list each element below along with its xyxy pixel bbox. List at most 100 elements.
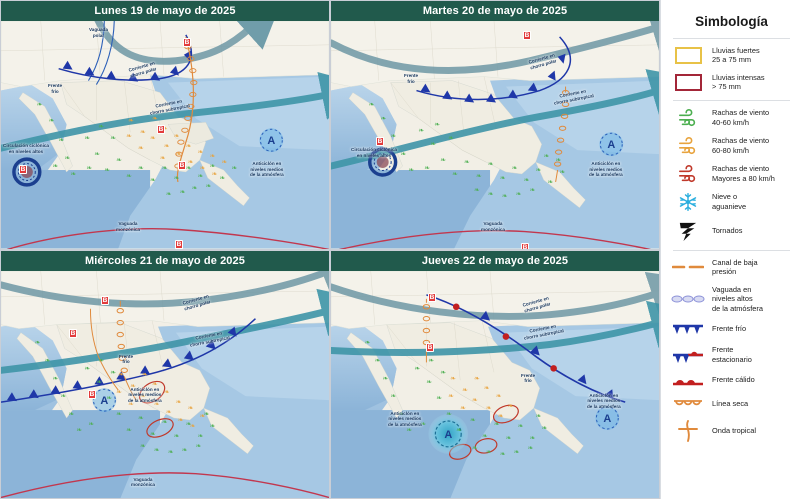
map-marker-low-b-monzon: B bbox=[175, 240, 183, 249]
svg-text:❧: ❧ bbox=[536, 412, 542, 420]
svg-text:❧: ❧ bbox=[65, 154, 71, 162]
map-marker-low-b-north: B bbox=[101, 295, 109, 305]
svg-text:❧: ❧ bbox=[138, 164, 144, 172]
svg-text:❧: ❧ bbox=[69, 410, 75, 418]
legend-label: Rachas de viento Mayores a 80 km/h bbox=[712, 164, 775, 183]
svg-text:❧: ❧ bbox=[512, 164, 518, 172]
legend-item-nieve-aguanieve: Nieve o aguanieve bbox=[671, 192, 792, 212]
legend-panel: Simbología Lluvias fuertes 25 a 75 mm Ll… bbox=[660, 0, 800, 499]
svg-text:❧: ❧ bbox=[486, 447, 492, 455]
svg-text:❧: ❧ bbox=[430, 140, 436, 148]
svg-text:❧: ❧ bbox=[518, 421, 524, 429]
svg-text:❧: ❧ bbox=[71, 170, 77, 178]
svg-text:❧: ❧ bbox=[180, 188, 186, 196]
legend-item-rachas-mayores-80: Rachas de viento Mayores a 80 km/h bbox=[671, 164, 792, 184]
svg-text:❧: ❧ bbox=[434, 120, 440, 128]
svg-text:❧: ❧ bbox=[37, 100, 43, 108]
legend-divider-systems bbox=[673, 249, 790, 251]
cold-front-icon bbox=[671, 323, 705, 335]
svg-text:❧: ❧ bbox=[500, 174, 506, 182]
legend-label: Lluvias fuertes 25 a 75 mm bbox=[712, 46, 760, 65]
svg-text:❧: ❧ bbox=[414, 364, 420, 372]
svg-text:❧: ❧ bbox=[222, 158, 228, 166]
svg-text:❧: ❧ bbox=[186, 419, 192, 427]
legend-item-frente-estacionario: Frente estacionario bbox=[671, 345, 792, 364]
svg-text:❧: ❧ bbox=[204, 410, 210, 418]
svg-text:❧: ❧ bbox=[154, 445, 160, 453]
svg-text:❧: ❧ bbox=[186, 164, 192, 172]
svg-text:❧: ❧ bbox=[365, 338, 371, 346]
svg-text:❧: ❧ bbox=[61, 392, 67, 400]
svg-text:❧: ❧ bbox=[196, 441, 202, 449]
svg-text:❧: ❧ bbox=[140, 441, 146, 449]
svg-text:❧: ❧ bbox=[126, 172, 132, 180]
map-canvas-miercoles: A ❧ ❧ ❧ ❧ ❧ ❧ ❧ ❧ ❧ ❧ ❧ ❧ ❧ ❧ ❧ ❧ ❧ ❧ ❧ ❧ ❧ ❧ ❧ ❧ ❧ ❧ ❧ bbox=[1, 270, 329, 498]
svg-text:❧: ❧ bbox=[174, 132, 180, 140]
svg-text:❧: ❧ bbox=[426, 378, 432, 386]
legend-label: Frente frío bbox=[712, 324, 747, 334]
svg-text:❧: ❧ bbox=[401, 150, 407, 158]
wind-icon-red bbox=[671, 164, 705, 184]
svg-text:❧: ❧ bbox=[409, 166, 415, 174]
svg-text:❧: ❧ bbox=[106, 394, 112, 402]
svg-text:A: A bbox=[444, 428, 452, 440]
panel-title-jueves: Jueves 22 de mayo de 2025 bbox=[331, 250, 659, 271]
svg-text:❧: ❧ bbox=[460, 404, 466, 412]
svg-text:❧: ❧ bbox=[200, 164, 206, 172]
svg-text:❧: ❧ bbox=[560, 168, 566, 176]
svg-text:❧: ❧ bbox=[484, 384, 490, 392]
legend-divider-winds bbox=[673, 99, 790, 101]
svg-text:❧: ❧ bbox=[440, 156, 446, 164]
svg-text:❧: ❧ bbox=[420, 419, 426, 427]
map-marker-low-b-cyclone: B bbox=[19, 165, 27, 174]
svg-text:❧: ❧ bbox=[448, 392, 454, 400]
svg-text:❧: ❧ bbox=[150, 429, 156, 437]
svg-text:❧: ❧ bbox=[220, 174, 226, 182]
svg-text:❧: ❧ bbox=[383, 374, 389, 382]
svg-text:❧: ❧ bbox=[162, 417, 168, 425]
legend-item-canal-baja-presion: Canal de baja presión bbox=[671, 258, 792, 277]
map-panels-grid: Lunes 19 de mayo de 2025 bbox=[0, 0, 660, 499]
svg-text:❧: ❧ bbox=[391, 132, 397, 140]
svg-text:❧: ❧ bbox=[116, 388, 122, 396]
svg-text:❧: ❧ bbox=[110, 368, 116, 376]
svg-text:❧: ❧ bbox=[126, 132, 132, 140]
svg-text:❧: ❧ bbox=[164, 388, 170, 396]
svg-text:❧: ❧ bbox=[212, 170, 218, 178]
map-marker-low-b-monzon: B bbox=[521, 243, 529, 249]
panel-jueves[interactable]: Jueves 22 de mayo de 2025 bbox=[330, 249, 660, 499]
legend-label: Rachas de viento 60-80 km/h bbox=[712, 136, 770, 155]
svg-text:❧: ❧ bbox=[369, 100, 375, 108]
svg-text:❧: ❧ bbox=[440, 368, 446, 376]
panel-lunes[interactable]: Lunes 19 de mayo de 2025 bbox=[0, 0, 330, 250]
svg-text:❧: ❧ bbox=[168, 447, 174, 455]
panel-miercoles[interactable]: Miércoles 21 de mayo de 2025 bbox=[0, 249, 330, 499]
panel-title-lunes: Lunes 19 de mayo de 2025 bbox=[1, 1, 329, 21]
svg-text:❧: ❧ bbox=[536, 166, 542, 174]
svg-text:❧: ❧ bbox=[198, 431, 204, 439]
svg-text:❧: ❧ bbox=[472, 396, 478, 404]
map-marker-low-b-north: B bbox=[428, 292, 436, 302]
svg-text:❧: ❧ bbox=[470, 416, 476, 424]
svg-text:❧: ❧ bbox=[174, 431, 180, 439]
svg-text:A: A bbox=[607, 139, 615, 151]
svg-text:❧: ❧ bbox=[176, 398, 182, 406]
svg-text:❧: ❧ bbox=[53, 162, 59, 170]
legend-item-frente-calido: Frente cálido bbox=[671, 372, 792, 388]
svg-text:❧: ❧ bbox=[176, 150, 182, 158]
panel-martes[interactable]: Martes 20 de mayo de 2025 bbox=[330, 0, 660, 250]
legend-item-tornados: Tornados bbox=[671, 220, 792, 242]
svg-text:❧: ❧ bbox=[182, 445, 188, 453]
svg-text:❧: ❧ bbox=[98, 356, 104, 364]
rain-box-strong-icon bbox=[671, 46, 705, 64]
svg-text:❧: ❧ bbox=[516, 190, 522, 198]
svg-text:❧: ❧ bbox=[118, 370, 124, 378]
svg-text:❧: ❧ bbox=[524, 176, 530, 184]
svg-text:❧: ❧ bbox=[150, 176, 156, 184]
svg-text:❧: ❧ bbox=[59, 136, 65, 144]
svg-text:❧: ❧ bbox=[210, 152, 216, 160]
legend-label: Vaguada en niveles altos de la atmósfera bbox=[712, 284, 763, 313]
svg-text:❧: ❧ bbox=[232, 164, 238, 172]
svg-text:❧: ❧ bbox=[500, 449, 506, 457]
map-marker-low-b-south: B bbox=[88, 389, 96, 399]
